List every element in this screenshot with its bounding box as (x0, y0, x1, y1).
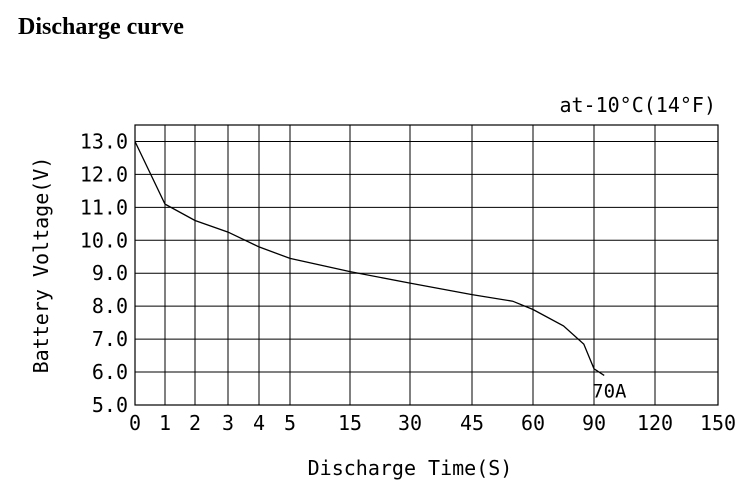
plot-frame (134, 124, 719, 406)
x-axis-label: Discharge Time(S) (308, 456, 513, 480)
y-tick-label: 5.0 (92, 393, 128, 417)
x-tick-label: 150 (700, 411, 736, 435)
page-title: Discharge curve (18, 14, 184, 40)
x-tick-label: 4 (253, 411, 265, 435)
y-tick-label: 13.0 (80, 129, 128, 153)
y-tick-label: 12.0 (80, 162, 128, 186)
x-tick-label: 60 (521, 411, 545, 435)
x-tick-label: 2 (189, 411, 201, 435)
y-tick-label: 10.0 (80, 228, 128, 252)
x-tick-label: 1 (159, 411, 171, 435)
x-tick-label: 0 (129, 411, 141, 435)
x-tick-label: 120 (637, 411, 673, 435)
y-tick-label: 11.0 (80, 195, 128, 219)
x-tick-label: 30 (398, 411, 422, 435)
x-tick-label: 5 (284, 411, 296, 435)
series-line-70a (134, 141, 605, 376)
x-tick-label: 45 (460, 411, 484, 435)
y-tick-label: 7.0 (92, 327, 128, 351)
x-tick-label: 15 (338, 411, 362, 435)
series-label-70a: 70A (592, 380, 627, 402)
y-tick-label: 6.0 (92, 360, 128, 384)
x-tick-label: 3 (222, 411, 234, 435)
x-tick-label: 90 (582, 411, 606, 435)
temperature-annotation: at-10°C(14°F) (559, 93, 716, 117)
y-tick-label: 9.0 (92, 261, 128, 285)
y-tick-label: 8.0 (92, 294, 128, 318)
y-axis-label: Battery Voltage(V) (29, 157, 53, 374)
